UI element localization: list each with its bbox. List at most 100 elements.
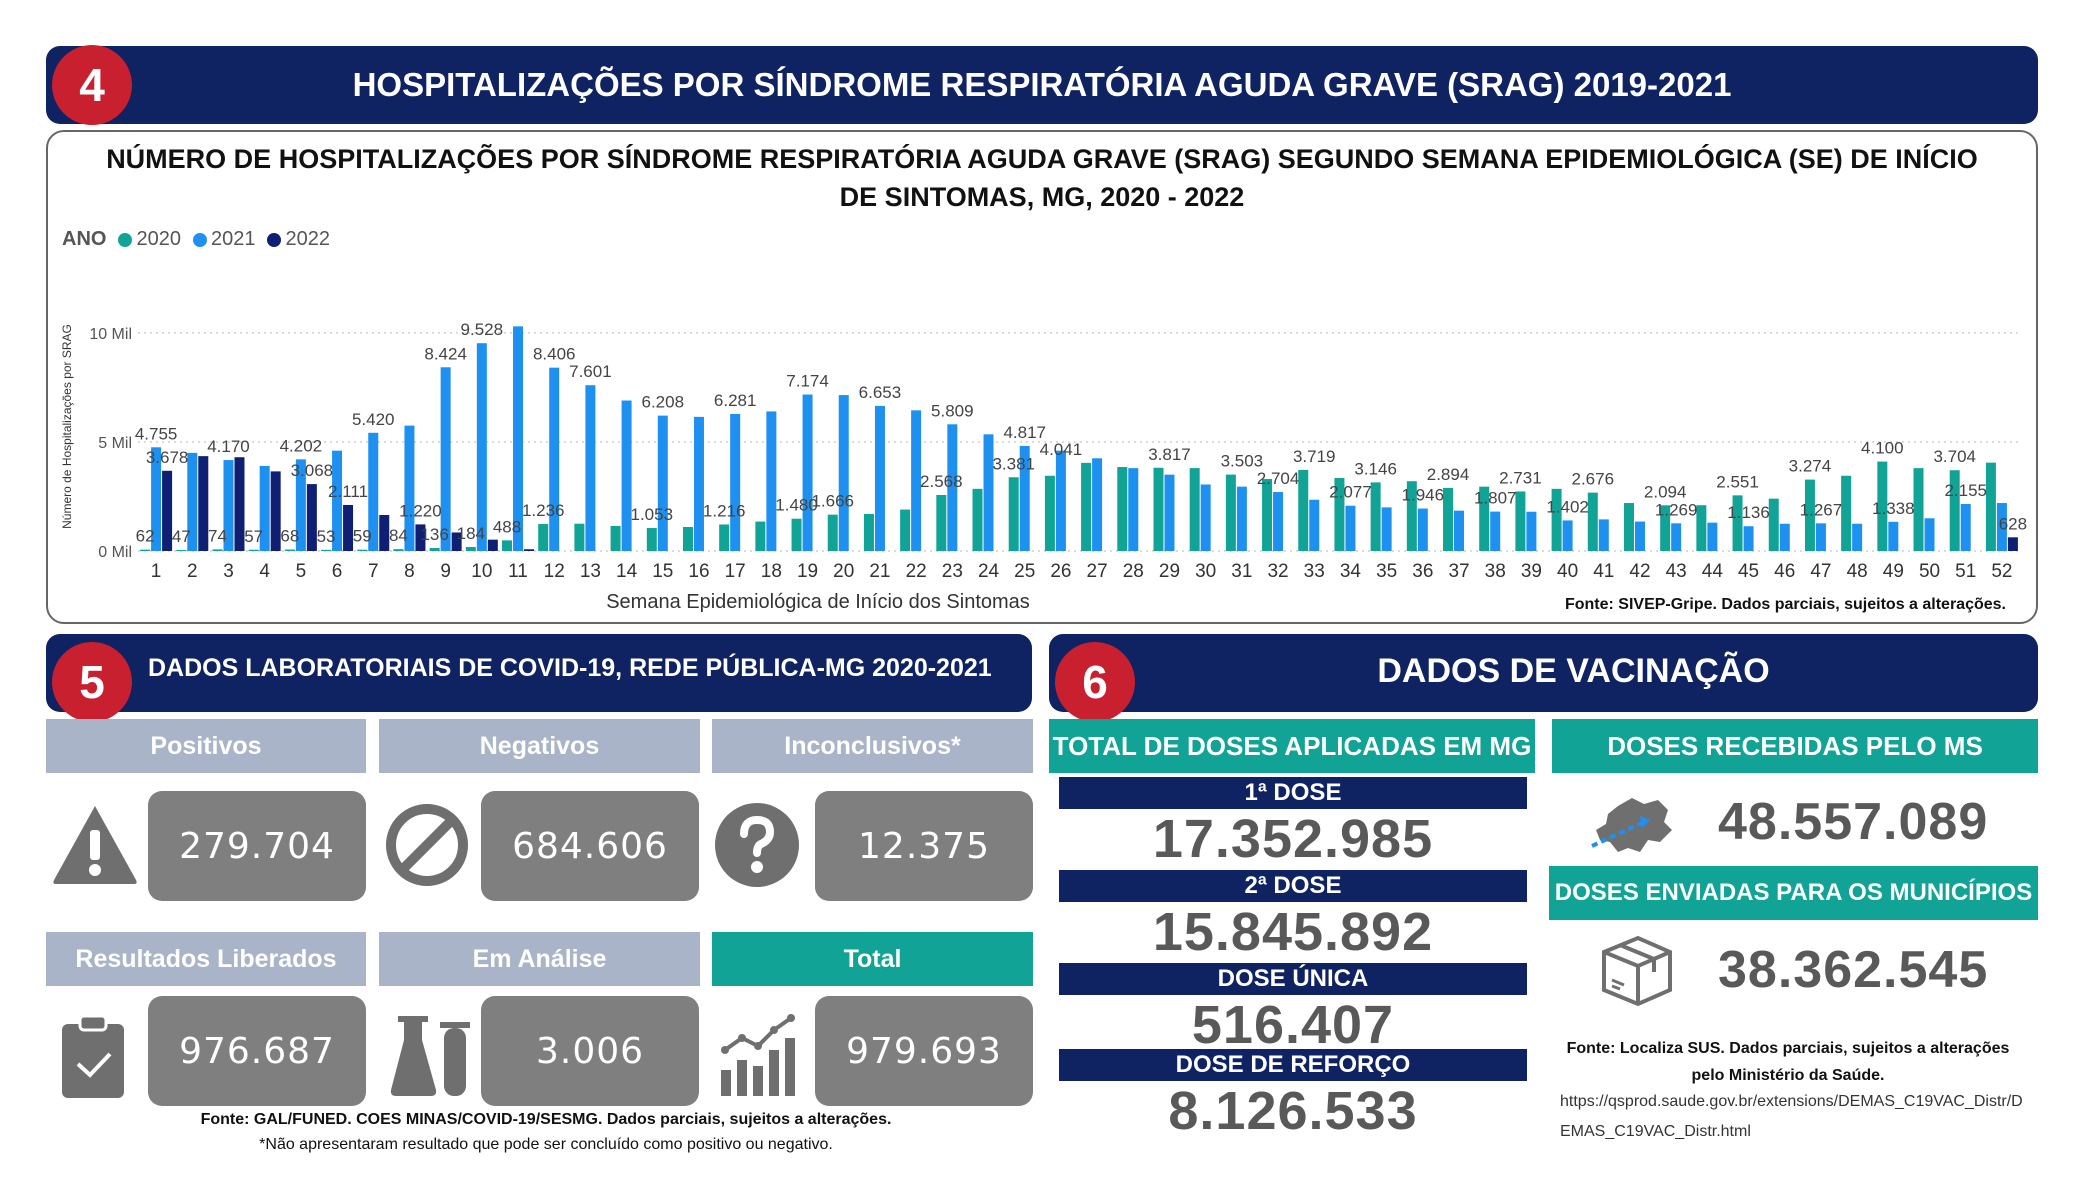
bar-2020-se10 bbox=[465, 546, 476, 551]
legend-item-2022[interactable]: 2022 bbox=[267, 228, 330, 251]
legend-item-2021[interactable]: 2021 bbox=[192, 228, 255, 251]
data-label-2020: 1.480 bbox=[775, 496, 818, 515]
bar-2021-se48 bbox=[1852, 523, 1863, 551]
x-tick-label: 49 bbox=[1883, 561, 1904, 582]
bar-2021-se15 bbox=[657, 415, 668, 551]
data-label-2021: 9.528 bbox=[461, 320, 504, 339]
section6-title: DADOS DE VACINAÇÃO bbox=[1377, 652, 1770, 690]
y-tick-label: 0 Mil bbox=[98, 544, 132, 561]
warning-icon bbox=[53, 806, 137, 884]
bar-2021-se16 bbox=[693, 416, 704, 551]
x-tick-label: 42 bbox=[1629, 561, 1650, 582]
bar-2020-se38 bbox=[1479, 486, 1490, 551]
x-tick-label: 46 bbox=[1774, 561, 1795, 582]
bar-2020-se25 bbox=[1008, 477, 1019, 551]
x-tick-label: 41 bbox=[1593, 561, 1614, 582]
bar-2021-se9 bbox=[440, 367, 451, 551]
bar-2021-se21 bbox=[874, 405, 885, 551]
x-tick-label: 2 bbox=[187, 561, 198, 582]
data-label-2020: 84 bbox=[389, 526, 408, 545]
bar-2021-se23 bbox=[947, 424, 958, 551]
bar-2020-se15 bbox=[646, 528, 657, 551]
bar-2020-se24 bbox=[972, 488, 983, 551]
bar-2021-se33 bbox=[1309, 499, 1320, 551]
bar-2022-se1 bbox=[162, 470, 173, 551]
box-icon bbox=[1602, 935, 1672, 1007]
x-tick-label: 23 bbox=[942, 561, 963, 582]
data-label-2021: 6.208 bbox=[642, 393, 685, 412]
x-tick-label: 10 bbox=[471, 561, 492, 582]
bar-2022-se9 bbox=[451, 532, 462, 551]
bar-2020-se4 bbox=[248, 549, 259, 551]
bar-2021-se26 bbox=[1055, 450, 1066, 551]
bar-2020-se37 bbox=[1443, 487, 1454, 551]
x-tick-label: 48 bbox=[1847, 561, 1868, 582]
bar-2020-se31 bbox=[1225, 474, 1236, 551]
data-label-2020: 1.053 bbox=[631, 505, 674, 524]
data-label-2020: 59 bbox=[353, 527, 372, 546]
x-tick-label: 22 bbox=[906, 561, 927, 582]
dose2-value: 15.845.892 bbox=[1152, 902, 1434, 962]
data-label-annotation: 3.719 bbox=[1293, 447, 1336, 466]
x-tick-label: 32 bbox=[1267, 561, 1288, 582]
bar-2021-se19 bbox=[802, 394, 813, 551]
data-label-2020: 1.666 bbox=[811, 492, 854, 511]
vac-source-url[interactable]: https://qsprod.saude.gov.br/extensions/D… bbox=[1560, 1093, 2023, 1140]
em-analise-value: 3.006 bbox=[481, 996, 699, 1106]
x-tick-label: 40 bbox=[1557, 561, 1578, 582]
section5-banner: 5 DADOS LABORATORIAIS DE COVID-19, REDE … bbox=[46, 634, 1032, 722]
data-label-annotation: 3.817 bbox=[1148, 445, 1191, 464]
doses-enviadas-header: DOSES ENVIADAS PARA OS MUNICÍPIOS bbox=[1549, 866, 2038, 920]
bar-2020-se45 bbox=[1732, 495, 1743, 551]
data-label-2021: 5.420 bbox=[352, 410, 395, 429]
data-label-2020: 136 bbox=[420, 525, 448, 544]
x-tick-label: 27 bbox=[1087, 561, 1108, 582]
dose1-label: 1ª DOSE bbox=[1059, 777, 1527, 809]
dose1-value: 17.352.985 bbox=[1152, 809, 1434, 869]
bar-2021-se32 bbox=[1273, 492, 1284, 551]
bar-2020-se51 bbox=[1949, 470, 1960, 551]
bar-2021-se43 bbox=[1671, 523, 1682, 551]
chart-legend: ANO 2020 2021 2022 bbox=[62, 228, 342, 251]
data-label-2020: 57 bbox=[244, 527, 263, 546]
data-label-2021: 4.202 bbox=[280, 436, 323, 455]
lab-source: Fonte: GAL/FUNED. COES MINAS/COVID-19/SE… bbox=[200, 1111, 892, 1128]
x-tick-label: 34 bbox=[1340, 561, 1362, 582]
bar-2020-se27 bbox=[1081, 462, 1092, 551]
bar-2020-se5 bbox=[284, 549, 295, 551]
x-tick-label: 28 bbox=[1123, 561, 1144, 582]
data-label-2021: 4.170 bbox=[207, 437, 250, 456]
bar-2020-se50 bbox=[1913, 468, 1924, 551]
bar-2020-se35 bbox=[1370, 482, 1381, 551]
bar-2021-se38 bbox=[1490, 511, 1501, 551]
bar-2021-se27 bbox=[1092, 458, 1103, 551]
data-label-2021: 6.653 bbox=[859, 383, 902, 402]
x-tick-label: 50 bbox=[1919, 561, 1940, 582]
data-label-2021: 1.136 bbox=[1727, 503, 1770, 522]
positivos-header: Positivos bbox=[46, 719, 366, 773]
x-tick-label: 7 bbox=[368, 561, 379, 582]
x-tick-label: 29 bbox=[1159, 561, 1180, 582]
bar-2021-se25 bbox=[1019, 445, 1030, 551]
em-analise-header: Em Análise bbox=[379, 932, 700, 986]
data-label-2021: 2.704 bbox=[1257, 469, 1300, 488]
x-tick-label: 20 bbox=[833, 561, 854, 582]
x-tick-label: 43 bbox=[1666, 561, 1687, 582]
x-tick-label: 21 bbox=[869, 561, 890, 582]
section4-title: HOSPITALIZAÇÕES POR SÍNDROME RESPIRATÓRI… bbox=[352, 66, 1732, 103]
data-label-2020: 488 bbox=[493, 517, 521, 536]
section5-badge: 5 bbox=[52, 642, 132, 722]
bar-2021-se45 bbox=[1743, 526, 1754, 551]
doses-recebidas-header: DOSES RECEBIDAS PELO MS bbox=[1552, 719, 2038, 773]
data-label-2021: 1.269 bbox=[1655, 500, 1698, 519]
y-tick-label: 10 Mil bbox=[89, 326, 132, 343]
data-label-2020: 4.100 bbox=[1861, 439, 1904, 458]
x-tick-label: 26 bbox=[1050, 561, 1071, 582]
data-label-2020: 2.094 bbox=[1644, 482, 1687, 501]
bar-2020-se33 bbox=[1298, 469, 1309, 551]
dose-reforco-value: 8.126.533 bbox=[1168, 1081, 1418, 1141]
lab-flask-icon bbox=[390, 1016, 470, 1096]
bar-2021-se7 bbox=[368, 432, 379, 551]
bar-2020-se13 bbox=[574, 523, 585, 551]
legend-item-2020[interactable]: 2020 bbox=[118, 228, 181, 251]
